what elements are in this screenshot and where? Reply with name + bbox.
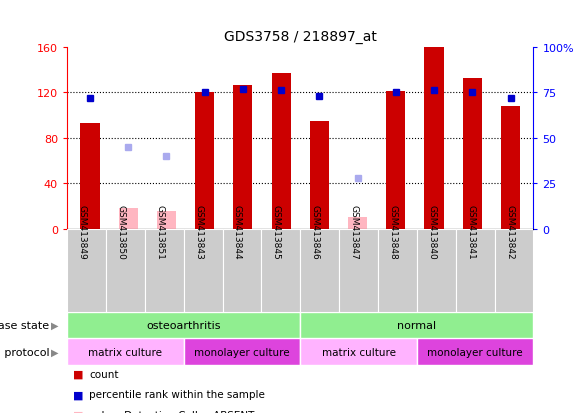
Text: normal: normal <box>397 320 437 330</box>
Bar <box>67 229 106 312</box>
Text: osteoarthritis: osteoarthritis <box>146 320 221 330</box>
Text: monolayer culture: monolayer culture <box>194 347 290 357</box>
Text: GSM413844: GSM413844 <box>233 204 242 259</box>
Text: GSM413843: GSM413843 <box>194 204 203 259</box>
Bar <box>494 229 533 312</box>
Bar <box>378 229 417 312</box>
Bar <box>195 93 214 229</box>
Bar <box>463 79 482 229</box>
Title: GDS3758 / 218897_at: GDS3758 / 218897_at <box>224 30 377 44</box>
Text: growth protocol: growth protocol <box>0 347 50 357</box>
Bar <box>417 229 456 312</box>
Bar <box>387 92 405 229</box>
Bar <box>456 229 494 312</box>
Text: matrix culture: matrix culture <box>322 347 395 357</box>
Text: matrix culture: matrix culture <box>89 347 162 357</box>
Text: GSM413842: GSM413842 <box>505 204 514 259</box>
Text: ▶: ▶ <box>51 320 58 330</box>
Bar <box>501 107 520 229</box>
Bar <box>310 121 329 229</box>
Bar <box>67 339 184 366</box>
Text: GSM413845: GSM413845 <box>272 204 281 259</box>
Bar <box>417 339 533 366</box>
Bar <box>300 312 533 339</box>
Bar <box>145 229 184 312</box>
Text: monolayer culture: monolayer culture <box>427 347 523 357</box>
Bar <box>348 218 367 229</box>
Text: GSM413849: GSM413849 <box>78 204 86 259</box>
Bar <box>80 123 100 229</box>
Bar <box>184 229 223 312</box>
Bar <box>339 229 378 312</box>
Bar <box>157 211 176 229</box>
Bar <box>184 339 300 366</box>
Text: count: count <box>89 369 119 379</box>
Text: GSM413840: GSM413840 <box>427 204 436 259</box>
Bar <box>106 229 145 312</box>
Text: GSM413850: GSM413850 <box>117 204 125 259</box>
Bar <box>300 229 339 312</box>
Bar <box>261 229 300 312</box>
Bar <box>424 47 444 229</box>
Text: disease state: disease state <box>0 320 50 330</box>
Text: ▶: ▶ <box>51 347 58 357</box>
Bar <box>67 312 300 339</box>
Text: ■: ■ <box>73 389 83 399</box>
Bar <box>300 339 417 366</box>
Text: GSM413847: GSM413847 <box>350 204 359 259</box>
Text: GSM413851: GSM413851 <box>155 204 164 259</box>
Text: GSM413846: GSM413846 <box>311 204 319 259</box>
Text: ■: ■ <box>73 410 83 413</box>
Bar <box>233 86 252 229</box>
Bar <box>223 229 261 312</box>
Text: ■: ■ <box>73 369 83 379</box>
Text: GSM413841: GSM413841 <box>466 204 475 259</box>
Text: value, Detection Call = ABSENT: value, Detection Call = ABSENT <box>89 410 255 413</box>
Text: percentile rank within the sample: percentile rank within the sample <box>89 389 265 399</box>
Text: GSM413848: GSM413848 <box>388 204 398 259</box>
Bar <box>119 209 138 229</box>
Bar <box>272 74 291 229</box>
